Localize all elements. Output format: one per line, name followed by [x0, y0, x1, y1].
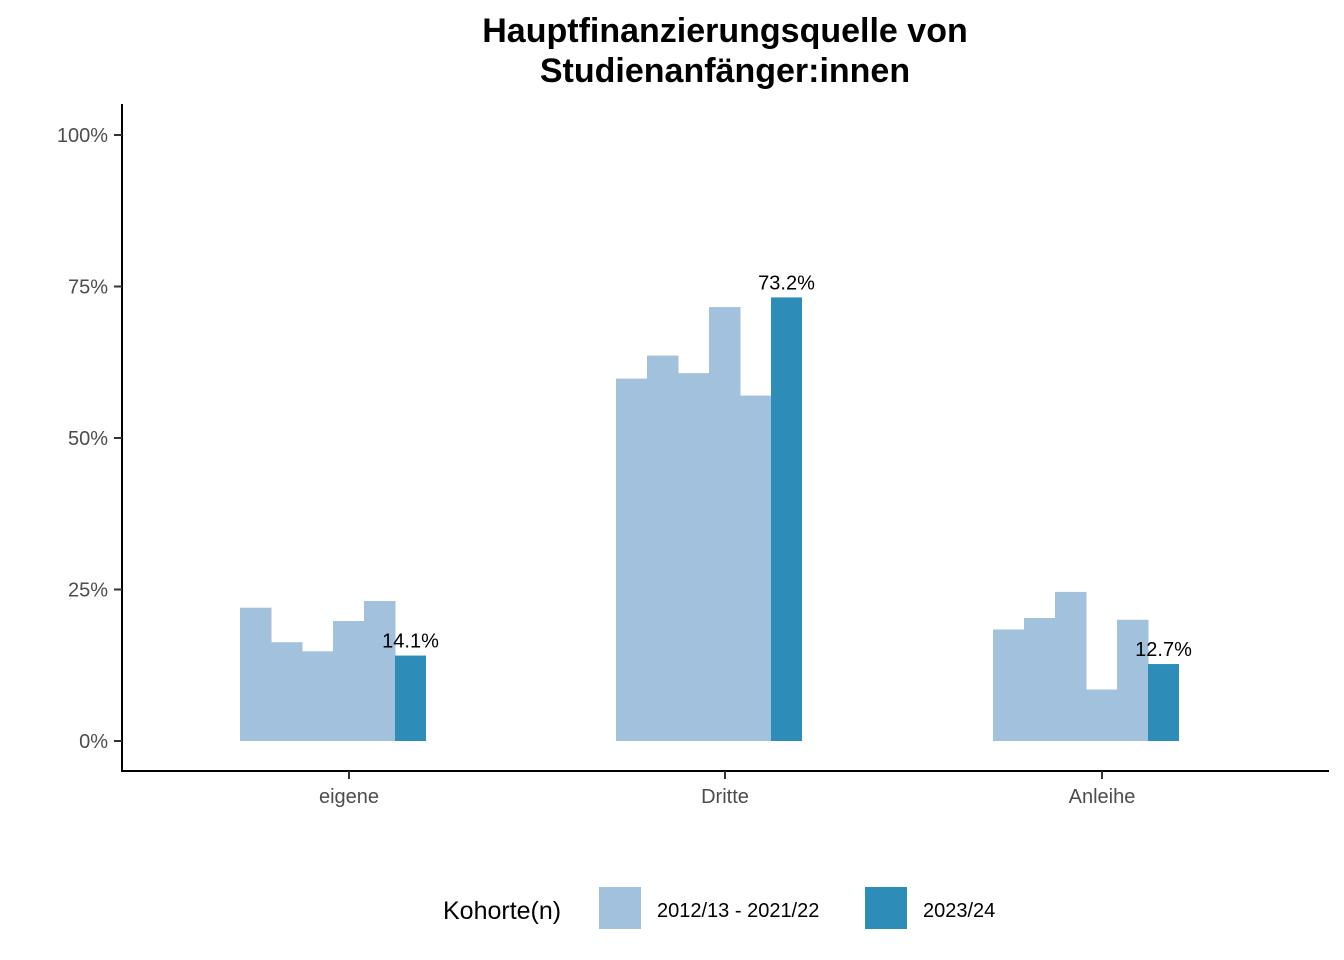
bar-eigene-historic-1: [240, 607, 272, 741]
bars-layer: [240, 297, 1179, 741]
data-labels-layer: 14.1% 73.2% 12.7%: [382, 272, 1192, 661]
y-tick-label: 25%: [68, 580, 108, 602]
chart-title-line-2: Studienanfänger:innen: [540, 52, 910, 90]
bar-dritte-historic-1: [616, 378, 648, 741]
bar-dritte-historic-3: [678, 373, 710, 741]
bar-anleihe-historic-5: [1117, 619, 1149, 741]
data-label-dritte: 73.2%: [758, 272, 815, 294]
bar-eigene-current: [395, 655, 426, 741]
x-tick-label-anleihe: Anleihe: [1069, 786, 1136, 808]
x-ticks: eigene Dritte Anleihe: [319, 771, 1135, 808]
legend-key-historic: [599, 887, 641, 929]
x-tick-label-dritte: Dritte: [701, 786, 749, 808]
x-tick-label-eigene: eigene: [319, 786, 379, 808]
bar-anleihe-historic-4: [1086, 689, 1118, 741]
bar-eigene-historic-2: [271, 642, 303, 741]
bar-anleihe-historic-1: [993, 629, 1025, 741]
legend: Kohorte(n) 2012/13 - 2021/22 2023/24: [443, 887, 995, 929]
data-label-anleihe: 12.7%: [1135, 639, 1192, 661]
y-ticks: 0% 25% 50% 75% 100%: [57, 125, 122, 753]
y-tick-label: 50%: [68, 428, 108, 450]
bar-eigene-historic-5: [364, 601, 396, 741]
chart-title-line-1: Hauptfinanzierungsquelle von: [482, 12, 967, 50]
bar-anleihe-historic-3: [1055, 591, 1087, 741]
legend-label-historic: 2012/13 - 2021/22: [657, 900, 819, 922]
legend-title: Kohorte(n): [443, 897, 561, 925]
bar-dritte-current: [771, 297, 802, 741]
y-tick-label: 100%: [57, 125, 108, 147]
chart-title: Hauptfinanzierungsquelle von Studienanfä…: [482, 12, 967, 90]
y-tick-label: 75%: [68, 277, 108, 299]
bar-anleihe-historic-2: [1024, 617, 1056, 741]
data-label-eigene: 14.1%: [382, 631, 439, 653]
legend-label-current: 2023/24: [923, 900, 995, 922]
y-tick-label: 0%: [79, 731, 108, 753]
legend-key-current: [865, 887, 907, 929]
bar-dritte-historic-2: [647, 355, 679, 741]
bar-dritte-historic-5: [740, 395, 772, 741]
bar-eigene-historic-4: [333, 621, 365, 741]
bar-dritte-historic-4: [709, 307, 741, 741]
bar-anleihe-current: [1148, 664, 1179, 741]
bar-eigene-historic-3: [302, 651, 334, 741]
